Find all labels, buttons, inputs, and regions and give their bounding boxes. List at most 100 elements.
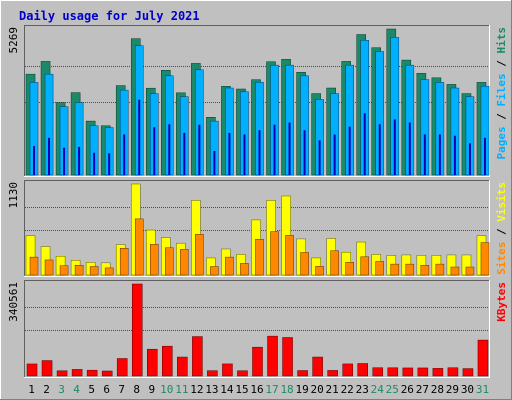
y-max-label: 1130 [7,182,20,209]
chart-panels: 5269 Pages / Files / Hits 1130 Sites / Visi… [7,25,508,378]
bar-kbytes [177,356,188,377]
bar-kbytes [462,368,474,377]
bar-pages [78,146,81,175]
legend-entry: Visits [495,182,508,222]
bar-pages [483,137,486,175]
legend: Sites / Visits [495,182,508,275]
x-tick-label: 15 [235,383,248,396]
legend: Pages / Files / Hits [495,27,508,160]
legend-separator: / [495,222,508,242]
y-max-label: 5269 [7,27,20,54]
bar-kbytes [162,345,173,377]
bar-pages [153,127,156,175]
bar-kbytes [417,367,429,377]
bar-pages [243,134,246,175]
bar-pages [453,135,456,175]
bar-sites [315,266,324,276]
bar-kbytes [131,283,143,377]
bar-kbytes [432,368,444,377]
bar-sites [29,256,39,276]
x-tick-label: 6 [103,383,110,396]
bar-sites [150,244,159,276]
bar-kbytes [267,335,278,377]
x-tick-label: 29 [446,383,459,396]
legend: KBytes [495,282,508,322]
x-tick-label: 30 [461,383,474,396]
bar-sites [330,250,339,276]
x-tick-label: 28 [431,383,444,396]
bar-sites [405,263,415,276]
x-axis-labels: 1 2 3 4 5 6 7 8 9 10 11 12 13 14 15 16 17 18 19 20 21 22 23 24 2… [28,383,489,396]
legend-entry: Hits [495,27,508,54]
bar-sites [119,248,129,276]
bar-sites [44,259,54,276]
bar-sites [300,252,309,276]
x-tick-label: 26 [401,383,414,396]
bar-pages [273,124,276,175]
bar-sites [375,261,385,276]
x-tick-label: 25 [386,383,399,396]
bar-pages [108,153,111,175]
bar-kbytes [71,369,83,377]
x-tick-label: 9 [148,383,155,396]
legend-separator: / [495,54,508,74]
bar-sites [285,235,294,276]
bar-sites [435,263,445,276]
bar-kbytes [252,346,263,377]
bar-kbytes [297,370,308,377]
bar-pages [183,132,186,175]
x-tick-label: 31 [476,383,489,396]
bar-sites [165,247,174,276]
bar-kbytes [237,370,248,377]
bar-sites [134,218,144,276]
bar-kbytes [327,370,338,377]
bar-pages [93,152,96,175]
panel-top: 5269 Pages / Files / Hits [7,25,508,177]
panel-middle: 1130 Sites / Visits [7,180,508,277]
bar-pages [198,124,201,175]
bar-pages [63,147,66,175]
bar-sites [480,242,490,276]
bar-pages [318,140,321,175]
bar-sites [450,266,460,276]
bar-pages [138,99,141,175]
bar-kbytes [101,370,113,377]
bar-pages [258,130,261,175]
bar-kbytes [192,336,203,377]
x-tick-label: 2 [43,383,50,396]
bar-kbytes [477,339,489,377]
x-tick-label: 16 [250,383,263,396]
x-tick-label: 1 [28,383,35,396]
bar-sites [89,266,99,276]
bar-kbytes [207,370,218,377]
bar-kbytes [222,363,233,377]
bar-pages [333,134,336,175]
x-tick-label: 18 [280,383,293,396]
bar-sites [59,265,69,276]
bar-kbytes [342,363,353,377]
x-tick-label: 10 [160,383,173,396]
x-tick-label: 22 [341,383,354,396]
bar-pages [438,134,441,175]
x-tick-label: 8 [133,383,140,396]
legend-separator: / [495,107,508,127]
bar-kbytes [86,369,98,377]
x-tick-label: 27 [416,383,429,396]
y-max-label: 340561 [7,282,20,322]
bar-sites [345,262,354,276]
legend-entry: Files [495,73,508,106]
bar-sites [270,231,279,276]
bar-pages [303,130,306,175]
panel-bottom: 340561 KBytes [7,280,508,378]
bar-kbytes [26,363,38,377]
bar-kbytes [312,356,323,377]
x-tick-label: 13 [205,383,218,396]
x-tick-label: 20 [311,383,324,396]
bar-kbytes [402,367,414,377]
x-tick-label: 11 [175,383,188,396]
x-tick-label: 12 [190,383,203,396]
bar-sites [360,256,369,276]
legend-entry: KBytes [495,282,508,322]
bar-kbytes [147,348,158,377]
bar-pages [408,122,411,175]
